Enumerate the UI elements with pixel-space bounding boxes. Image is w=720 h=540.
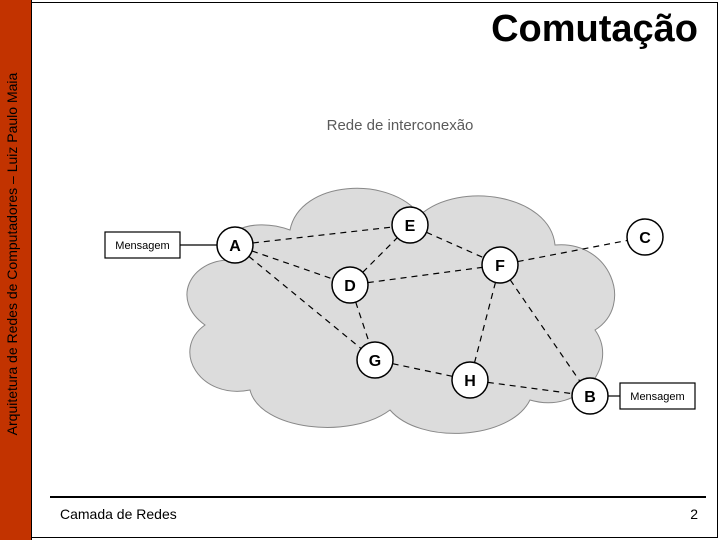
footer-divider (50, 496, 706, 498)
message-box-label-msg-left: Mensagem (115, 240, 169, 252)
network-svg: Rede de interconexão Mensagem Mensagem A B C D… (100, 100, 700, 450)
footer-left: Camada de Redes (60, 506, 177, 522)
node-label-A: A (229, 238, 241, 255)
diagram-label: Rede de interconexão (327, 117, 474, 134)
network-diagram: Rede de interconexão Mensagem Mensagem A B C D… (100, 100, 700, 450)
node-label-E: E (405, 218, 416, 235)
node-label-C: C (639, 230, 651, 247)
sidebar-text: Arquitetura de Redes de Computadores – L… (4, 0, 20, 508)
node-label-D: D (344, 278, 356, 295)
message-box-label-msg-right: Mensagem (630, 391, 684, 403)
node-label-B: B (584, 389, 596, 406)
node-label-G: G (369, 353, 381, 370)
footer-right: 2 (690, 506, 698, 522)
node-label-F: F (495, 258, 505, 275)
page-title: Comutação (491, 8, 698, 51)
node-label-H: H (464, 373, 476, 390)
